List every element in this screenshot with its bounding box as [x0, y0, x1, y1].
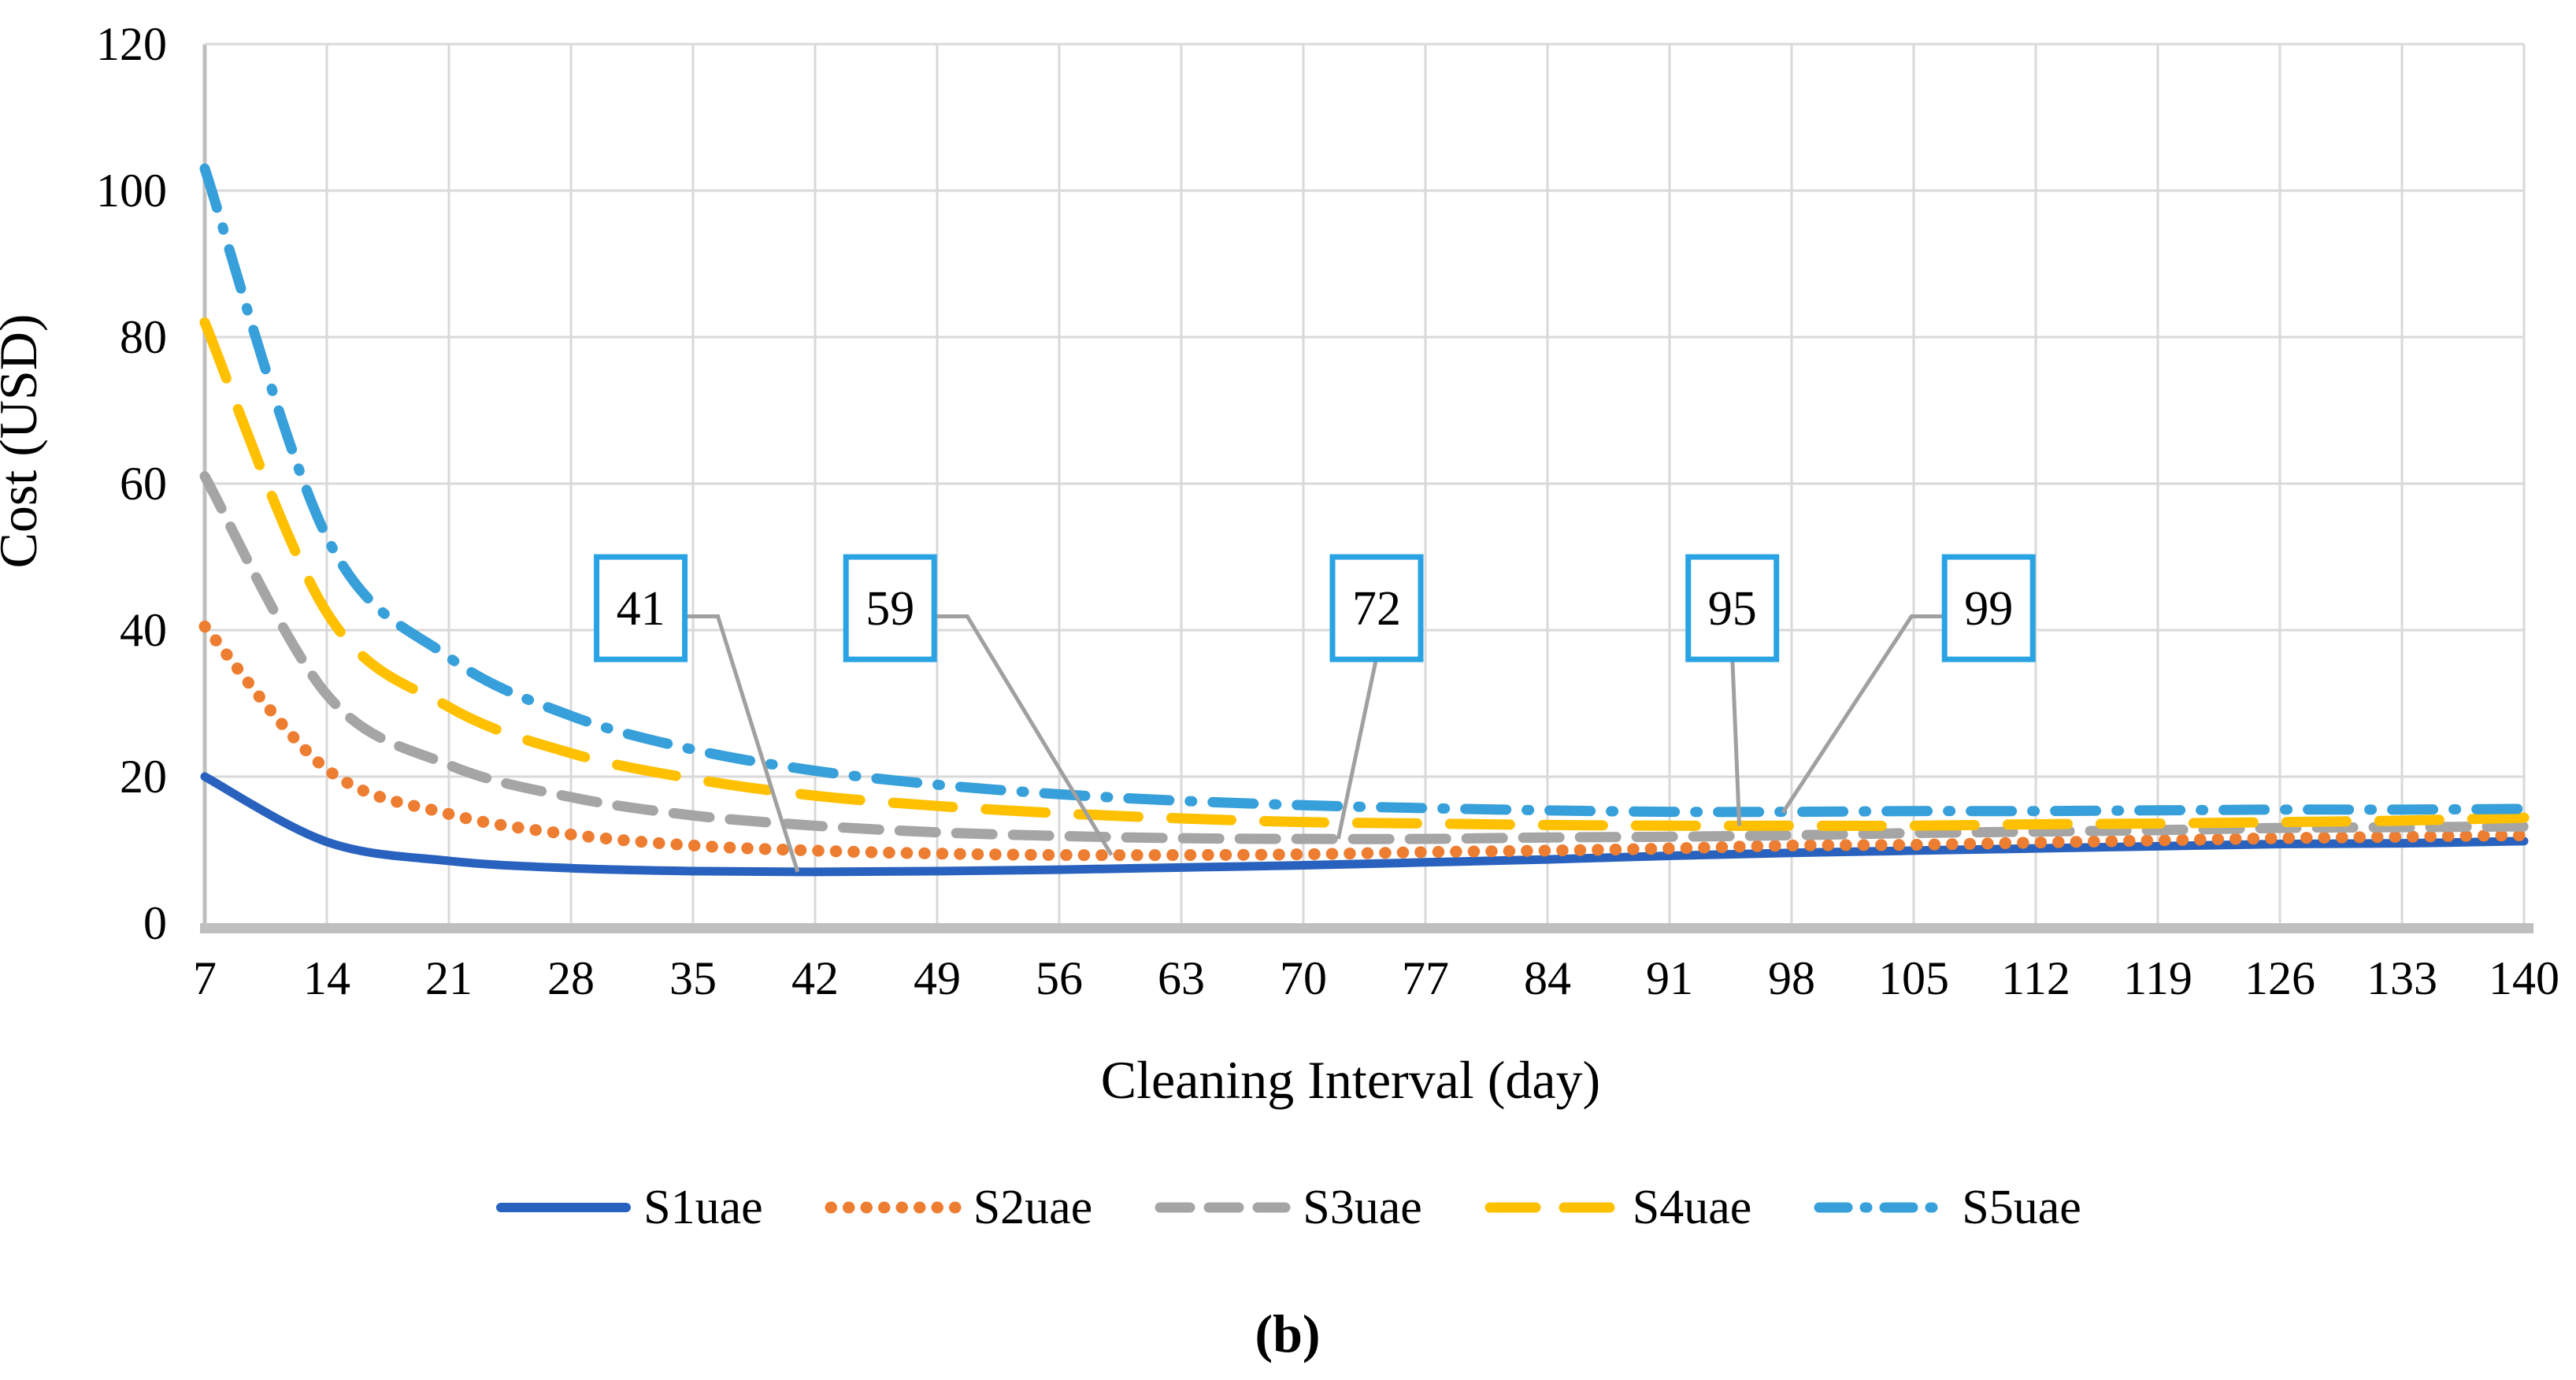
y-axis-title: Cost (USD) — [0, 313, 48, 568]
x-tick-label: 56 — [1036, 952, 1083, 1004]
x-tick-label: 84 — [1524, 952, 1571, 1004]
x-axis-title: Cleaning Interval (day) — [1101, 1050, 1600, 1110]
legend-marker-dashed-icon — [1155, 1202, 1291, 1213]
x-tick-label: 77 — [1402, 952, 1449, 1004]
callout-leader-s1uae — [684, 614, 800, 873]
x-tick-label: 105 — [1878, 952, 1949, 1004]
series-line-s2uae — [198, 620, 2530, 862]
y-tick-label: 20 — [120, 751, 167, 803]
y-tick-label: 100 — [96, 165, 167, 217]
y-tick-label: 0 — [143, 897, 167, 949]
legend-label: S5uae — [1962, 1180, 2081, 1234]
x-tick-label: 91 — [1646, 952, 1693, 1004]
legend-marker-solid-icon — [496, 1203, 632, 1212]
callout-box-s2uae — [843, 554, 937, 662]
legend-item-s1uae: S1uae — [495, 1180, 763, 1236]
x-tick-label: 49 — [914, 952, 961, 1004]
callout-box-s1uae — [594, 554, 688, 662]
x-tick-label: 98 — [1768, 952, 1815, 1004]
y-tick-label: 40 — [120, 604, 167, 656]
legend-marker-long-dash-icon — [1484, 1202, 1621, 1213]
y-axis-tick-labels: 0 20 40 60 80 100 120 — [96, 18, 167, 949]
x-tick-label: 119 — [2123, 952, 2192, 1004]
series-line-s3uae — [199, 471, 2530, 844]
legend-label: S4uae — [1632, 1180, 1752, 1234]
gridlines — [202, 43, 2526, 923]
callout-box-s4uae — [1685, 554, 1780, 662]
x-tick-label: 126 — [2244, 952, 2315, 1004]
series-line-s4uae — [199, 317, 2530, 831]
callout-label-s2uae: 59 — [865, 582, 914, 636]
x-tick-label: 42 — [791, 952, 839, 1004]
callout-leader-s3uae — [1336, 656, 1379, 840]
y-tick-label: 80 — [120, 311, 167, 363]
legend-label: S1uae — [643, 1180, 763, 1234]
legend-marker-dash-dot-icon — [1814, 1202, 1950, 1213]
legend-item-s4uae: S4uae — [1484, 1180, 1752, 1236]
callout-box-s3uae — [1329, 554, 1424, 662]
callout-leader-s2uae — [934, 614, 1114, 856]
x-tick-label: 63 — [1158, 952, 1205, 1004]
x-tick-label: 133 — [2367, 952, 2437, 1004]
x-tick-label: 70 — [1280, 952, 1327, 1004]
legend-item-s5uae: S5uae — [1813, 1180, 2081, 1236]
chart-legend: S1uae S2uae S3uae S4uae S5uae — [0, 1164, 2576, 1251]
x-tick-label: 112 — [2001, 952, 2070, 1004]
x-tick-label: 35 — [669, 952, 717, 1004]
x-axis-line — [200, 923, 2533, 933]
x-tick-label: 28 — [547, 952, 595, 1004]
x-axis-tick-labels: 7 14 21 28 35 42 49 56 63 70 77 84 91 98 105 112 119 126 1… — [193, 952, 2559, 1004]
legend-label: S3uae — [1303, 1180, 1422, 1234]
legend-item-s2uae: S2uae — [825, 1180, 1093, 1236]
callout-label-s1uae: 41 — [617, 582, 665, 636]
callout-annotations: 41 59 72 95 99 — [594, 554, 2036, 873]
callout-label-s4uae: 95 — [1708, 582, 1757, 636]
x-tick-label: 140 — [2489, 952, 2559, 1004]
series-line-s1uae — [200, 772, 2529, 877]
series-line-s5uae — [199, 163, 2530, 818]
figure-caption: (b) — [1255, 1304, 1320, 1363]
callout-leader-s4uae — [1730, 656, 1742, 826]
x-tick-label: 14 — [303, 952, 350, 1004]
y-tick-label: 120 — [96, 18, 167, 70]
callout-box-s5uae — [1941, 554, 2036, 662]
callout-label-s3uae: 72 — [1352, 582, 1401, 636]
legend-item-s3uae: S3uae — [1154, 1180, 1422, 1236]
legend-marker-dotted-icon — [825, 1201, 962, 1214]
callout-leader-s5uae — [1781, 614, 1945, 814]
axis-lines — [200, 923, 2533, 933]
y-tick-label: 60 — [120, 458, 167, 510]
callout-label-s5uae: 99 — [1964, 582, 2013, 636]
legend-label: S2uae — [973, 1180, 1093, 1234]
x-tick-label: 21 — [425, 952, 473, 1004]
x-tick-label: 7 — [193, 952, 217, 1004]
series-curves — [198, 163, 2530, 877]
